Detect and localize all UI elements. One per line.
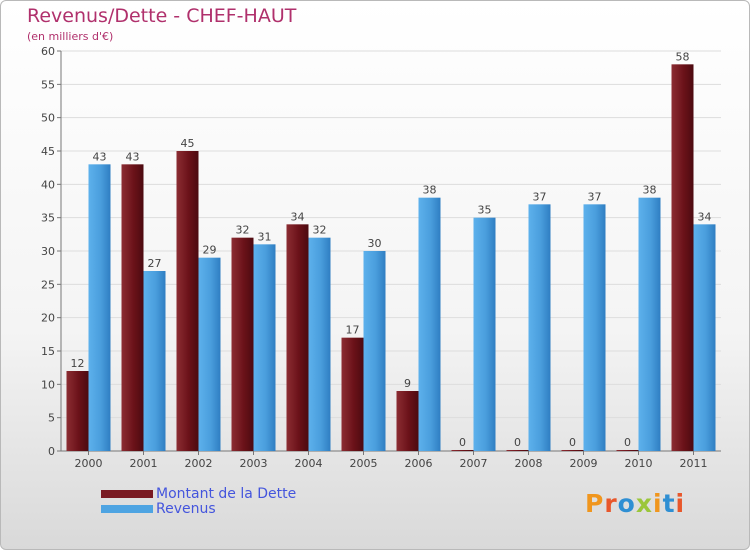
legend-swatch-dette: [101, 490, 153, 498]
x-tick-label-2000: 2000: [75, 457, 103, 470]
bar-dette-2000: [66, 371, 89, 451]
bar-revenus-2000: [88, 164, 111, 452]
x-tick-label-2006: 2006: [405, 457, 433, 470]
bar-dette-2008: [506, 450, 529, 451]
value-label-revenus-2011: 34: [698, 210, 712, 223]
y-tick-label-25: 25: [41, 278, 55, 291]
x-tick-label-2008: 2008: [515, 457, 543, 470]
value-label-dette-2009: 0: [569, 436, 576, 449]
bar-dette-2002: [176, 151, 199, 451]
bar-dette-2001: [121, 164, 144, 452]
x-tick-label-2001: 2001: [130, 457, 158, 470]
x-tick-label-2011: 2011: [680, 457, 708, 470]
value-label-revenus-2004: 32: [313, 224, 327, 237]
bar-revenus-2006: [418, 197, 441, 451]
value-label-dette-2011: 58: [676, 50, 690, 63]
legend-label-dette: Montant de la Dette: [156, 486, 297, 502]
proxiti-logo: Proxiti: [585, 489, 685, 518]
x-tick-label-2003: 2003: [240, 457, 268, 470]
bar-revenus-2001: [143, 271, 166, 451]
bar-dette-2010: [616, 450, 639, 451]
value-label-revenus-2005: 30: [368, 237, 382, 250]
logo-letter: r: [604, 489, 618, 518]
value-label-dette-2000: 12: [71, 357, 85, 370]
grid-layer: [61, 50, 721, 419]
bar-revenus-2008: [528, 204, 551, 451]
x-tick-label-2007: 2007: [460, 457, 488, 470]
x-tick-label-2010: 2010: [625, 457, 653, 470]
value-label-dette-2001: 43: [126, 150, 140, 163]
value-label-revenus-2003: 31: [258, 230, 272, 243]
bar-dette-2003: [231, 237, 254, 451]
bar-revenus-2011: [693, 224, 716, 451]
y-tick-label-5: 5: [48, 412, 55, 425]
labels-layer: 12 43 43 27 45 29 32 31 34 32 17 30 9 38 0 35 0 37 0 37 0 38 5…: [71, 50, 712, 449]
bar-dette-2005: [341, 337, 364, 451]
bar-revenus-2005: [363, 251, 386, 451]
logo-letter: t: [662, 489, 676, 518]
value-label-revenus-2009: 37: [588, 190, 602, 203]
x-tick-label-2002: 2002: [185, 457, 213, 470]
y-tick-label-10: 10: [41, 378, 55, 391]
y-tick-label-0: 0: [48, 445, 55, 458]
value-label-revenus-2000: 43: [93, 150, 107, 163]
logo-letter: i: [653, 489, 663, 518]
x-tick-label-2009: 2009: [570, 457, 598, 470]
y-tick-label-45: 45: [41, 145, 55, 158]
y-tick-label-15: 15: [41, 345, 55, 358]
legend-swatch-revenus: [101, 505, 153, 513]
bar-dette-2004: [286, 224, 309, 451]
bar-revenus-2002: [198, 257, 221, 451]
value-label-revenus-2007: 35: [478, 204, 492, 217]
x-tick-label-2004: 2004: [295, 457, 323, 470]
bar-revenus-2009: [583, 204, 606, 451]
value-label-revenus-2006: 38: [423, 184, 437, 197]
value-label-revenus-2010: 38: [643, 184, 657, 197]
y-tick-label-35: 35: [41, 212, 55, 225]
value-label-dette-2006: 9: [404, 377, 411, 390]
logo-letter: o: [617, 489, 636, 518]
bar-dette-2006: [396, 391, 419, 451]
y-tick-label-50: 50: [41, 112, 55, 125]
value-label-dette-2004: 34: [291, 210, 305, 223]
y-tick-label-30: 30: [41, 245, 55, 258]
value-label-dette-2005: 17: [346, 324, 360, 337]
value-label-dette-2003: 32: [236, 224, 250, 237]
value-label-dette-2010: 0: [624, 436, 631, 449]
logo-letter: P: [585, 489, 605, 518]
logo-letter: x: [635, 489, 653, 518]
bar-dette-2007: [451, 450, 474, 451]
bar-revenus-2010: [638, 197, 661, 451]
axis-layer: 0 5 10 15 20 25 30 35 40 45 50 55 60 2000 2001 2002 2003…: [41, 45, 721, 470]
bar-revenus-2004: [308, 237, 331, 451]
y-tick-label-40: 40: [41, 178, 55, 191]
bar-dette-2009: [561, 450, 584, 451]
value-label-revenus-2002: 29: [203, 244, 217, 257]
legend-label-revenus: Revenus: [156, 501, 216, 517]
chart-title: Revenus/Dette - CHEF-HAUT: [27, 5, 297, 27]
bar-dette-2011: [671, 64, 694, 452]
chart-subtitle: (en milliers d'€): [27, 30, 114, 43]
bar-revenus-2007: [473, 217, 496, 451]
bar-revenus-2003: [253, 244, 276, 451]
value-label-dette-2007: 0: [459, 436, 466, 449]
bars-layer: [66, 64, 716, 452]
y-tick-label-55: 55: [41, 78, 55, 91]
logo-letter: i: [675, 489, 686, 518]
value-label-dette-2002: 45: [181, 137, 195, 150]
value-label-revenus-2001: 27: [148, 257, 162, 270]
x-tick-label-2005: 2005: [350, 457, 378, 470]
value-label-dette-2008: 0: [514, 436, 521, 449]
y-tick-label-60: 60: [41, 45, 55, 58]
value-label-revenus-2008: 37: [533, 190, 547, 203]
y-tick-label-20: 20: [41, 312, 55, 325]
